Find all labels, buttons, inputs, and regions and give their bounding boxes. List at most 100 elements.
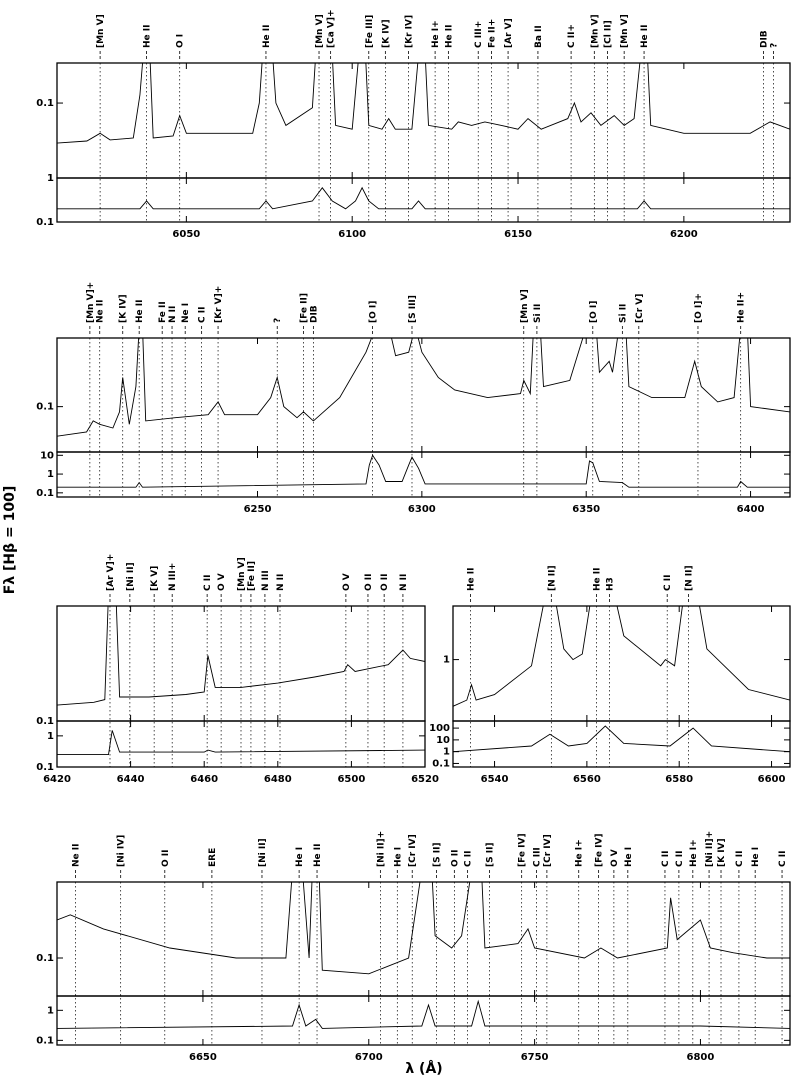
y-tick-label: 0.1 (36, 402, 54, 413)
line-id-label: O II (161, 850, 171, 867)
y-tick-label: 1 (47, 1005, 54, 1016)
panel-frame (56, 995, 791, 1046)
line-id-label: [Ni II]+ (705, 831, 715, 867)
line-id-label: C II (203, 575, 213, 591)
line-id-label: [Cr IV] (543, 834, 553, 867)
x-tick-label: 6440 (117, 774, 145, 785)
line-id-label: [Fe II] (247, 561, 257, 591)
line-id-label: DIB (309, 305, 319, 323)
x-tick-label: 6520 (411, 774, 439, 785)
y-tick-label: 0.1 (432, 758, 450, 769)
spectrum (57, 338, 790, 437)
panel-frame (56, 720, 426, 768)
line-id-label: [Mn V] (520, 289, 530, 323)
line-id-label: He I+ (431, 20, 441, 48)
y-tick-label: 0.1 (36, 953, 54, 964)
y-tick-label: 1 (443, 747, 450, 758)
line-id-label: He II (444, 25, 454, 48)
spectrum (57, 999, 790, 1029)
spectrum (453, 606, 790, 707)
y-tick-label: 0.1 (36, 217, 54, 228)
x-tick-label: 6200 (670, 229, 698, 240)
spectrum (453, 725, 790, 753)
line-id-label: C II (663, 575, 673, 591)
x-tick-label: 6350 (572, 504, 600, 515)
line-id-label: [Ni II]+ (376, 831, 386, 867)
line-id-label: Fe II (158, 301, 168, 323)
y-tick-label: 1 (443, 655, 450, 666)
panel-frame (452, 720, 791, 768)
line-id-label: C II (675, 851, 685, 867)
line-id-label: He II (135, 300, 145, 323)
line-id-label: [Fe II] (300, 293, 310, 323)
line-id-label: C III (533, 847, 543, 867)
line-id-label: [S II] (486, 842, 496, 867)
line-id-label: H3 (605, 577, 615, 591)
line-id-label: He II (262, 25, 272, 48)
x-tick-label: 6800 (687, 1052, 715, 1063)
line-id-label: Ne II (96, 300, 106, 323)
line-id-label: [N II] (547, 565, 557, 591)
line-id-label: N II (399, 574, 409, 591)
line-id-label: [K V] (150, 566, 160, 591)
y-tick-label: 0.1 (36, 716, 54, 727)
x-tick-label: 6560 (573, 774, 601, 785)
line-id-label: He II (313, 844, 323, 867)
line-id-label: He I (393, 847, 403, 867)
line-id-label: [O I]+ (694, 293, 704, 323)
line-id-label: DIB (759, 30, 769, 48)
line-id-label: [Ca V]+ (327, 9, 337, 48)
spectrum (57, 882, 790, 975)
x-tick-label: 6500 (337, 774, 365, 785)
line-id-label: C II (198, 307, 208, 323)
spectrum (57, 63, 790, 144)
line-id-label: [K IV] (717, 838, 727, 867)
line-id-label: O V (342, 573, 352, 591)
line-id-label: He II (593, 568, 603, 591)
line-id-label: [O I] (369, 301, 379, 323)
line-id-label: C II (778, 851, 788, 867)
line-id-label: [S II] (432, 842, 442, 867)
line-id-label: N III (261, 570, 271, 591)
line-id-label: C II (735, 851, 745, 867)
line-id-label: [Mn V] (315, 14, 325, 48)
y-tick-label: 100 (429, 723, 450, 734)
x-tick-label: 6580 (665, 774, 693, 785)
x-tick-label: 6100 (338, 229, 366, 240)
line-id-label: Ne I (181, 303, 191, 323)
line-id-label: He II (143, 25, 153, 48)
spectrum (57, 454, 790, 488)
line-id-label: [Cr V] (635, 294, 645, 323)
line-id-label: O V (610, 849, 620, 867)
line-id-label: [Ar V] (504, 18, 514, 48)
y-tick-label: 10 (40, 450, 54, 461)
line-id-label: He II+ (737, 292, 747, 323)
line-id-label: ERE (208, 848, 218, 867)
line-id-label: C II (661, 851, 671, 867)
line-id-label: O V (217, 573, 227, 591)
line-id-label: [Fe IV] (595, 833, 605, 867)
line-id-label: Si II (618, 304, 628, 323)
y-tick-label: 1 (47, 173, 54, 184)
line-id-label: [Mn V] (590, 14, 600, 48)
y-tick-label: 0.1 (36, 1035, 54, 1046)
panel-frame (56, 451, 791, 498)
y-tick-label: 10 (436, 735, 450, 746)
line-id-label: He I+ (575, 839, 585, 867)
line-id-label: N II (276, 574, 286, 591)
line-id-label: ? (769, 43, 779, 48)
y-axis-label: Fλ [Hβ = 100] (2, 486, 18, 595)
x-tick-label: 6700 (355, 1052, 383, 1063)
line-id-label: Ba II (534, 25, 544, 48)
y-tick-label: 1 (47, 731, 54, 742)
line-id-label: ? (273, 318, 283, 323)
line-id-label: Fe II+ (487, 19, 497, 48)
line-id-label: [Mn V] (620, 14, 630, 48)
spectrum (57, 730, 425, 756)
line-id-label: [Mn V] (237, 557, 247, 591)
line-id-label: [K IV] (381, 19, 391, 48)
line-id-label: O II (364, 574, 374, 591)
y-tick-label: 0.1 (36, 762, 54, 773)
line-id-label: He II (640, 25, 650, 48)
